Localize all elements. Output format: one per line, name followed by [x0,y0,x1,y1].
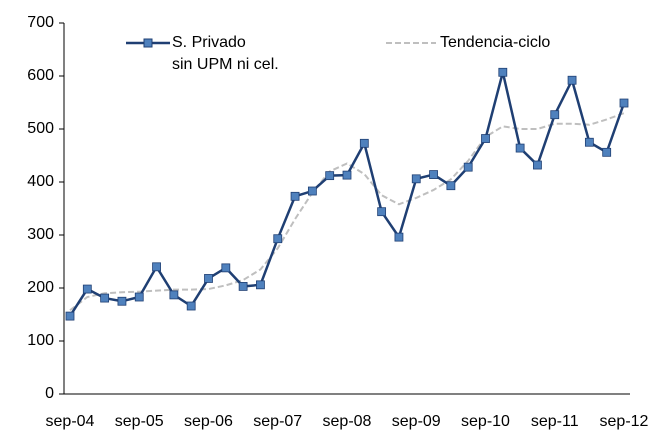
marker [134,292,144,302]
marker [186,301,196,311]
marker [602,147,612,157]
marker [498,67,508,77]
x-tick-label: sep-07 [253,413,302,430]
marker [515,143,525,153]
marker [550,110,560,120]
marker [394,232,404,242]
marker [359,138,369,148]
marker [256,280,265,290]
series-line [69,112,625,312]
marker [429,170,438,179]
x-tick-label: sep-11 [531,413,579,430]
marker [567,75,577,85]
y-tick-label: 0 [45,385,54,402]
x-tick-label: sep-09 [392,413,441,430]
marker [584,137,594,147]
x-tick-label: sep-05 [115,413,164,430]
marker [481,134,490,143]
x-tick-label: sep-10 [461,413,510,430]
y-tick-label: 600 [27,67,54,84]
marker [221,263,231,273]
marker [411,174,421,184]
x-tick-label: sep-12 [600,413,649,430]
y-tick-label: 400 [27,173,54,190]
y-tick-label: 300 [27,226,54,243]
marker [65,311,75,321]
marker [117,296,127,306]
legend-swatch [143,38,153,48]
marker [463,162,473,172]
marker [307,186,317,196]
marker [325,171,335,181]
marker [100,293,110,303]
marker [377,207,387,217]
marker [238,282,248,291]
y-tick-label: 100 [27,332,54,349]
series-line [68,71,626,317]
marker [446,181,456,191]
y-tick-label: 700 [27,14,54,31]
legend-label: S. Privado sin UPM ni cel. [172,34,279,73]
marker [342,170,352,180]
marker [619,98,629,108]
marker [82,284,92,294]
marker [273,234,283,244]
marker [152,262,161,272]
marker [169,290,179,300]
x-tick-label: sep-04 [46,413,95,430]
marker [533,160,542,170]
marker [204,274,213,283]
x-tick-label: sep-08 [323,413,372,430]
y-tick-label: 500 [27,120,54,137]
marker [290,191,300,201]
x-tick-label: sep-06 [184,413,233,430]
y-tick-label: 200 [27,279,54,296]
legend-label: Tendencia-ciclo [440,34,551,51]
